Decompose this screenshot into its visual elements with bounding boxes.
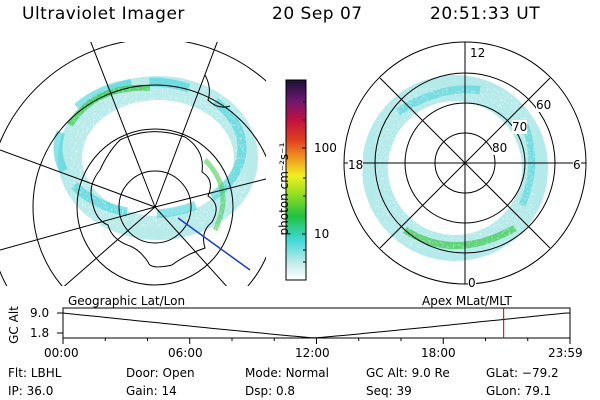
continent-outline — [90, 131, 217, 268]
geographic-caption: Geographic Lat/Lon — [68, 294, 186, 308]
terminator-line — [177, 217, 251, 271]
colorbar-tick-100: 100 — [314, 141, 337, 155]
time-label: 20:51:33 UT — [430, 4, 541, 24]
info-gain: Gain: 14 — [126, 384, 177, 398]
timeline-xtick-1200: 12:00 — [295, 346, 330, 360]
altitude-curve — [62, 312, 571, 339]
colorbar-label: photon cm⁻²s⁻¹ — [277, 142, 291, 236]
colorbar — [285, 79, 307, 281]
geographic-map — [0, 42, 266, 286]
mlat-label-80: 80 — [492, 141, 508, 155]
info-glon: GLon: 79.1 — [486, 384, 552, 398]
mlt-label-12: 12 — [470, 46, 486, 60]
info-gc-alt: GC Alt: 9.0 Re — [366, 366, 450, 380]
info-door: Door: Open — [126, 366, 195, 380]
info-flt: Flt: LBHL — [8, 366, 62, 380]
timeline-xtick-0600: 06:00 — [168, 346, 203, 360]
mlt-lines — [344, 42, 586, 284]
mlt-label-18: 18 — [348, 158, 364, 172]
mlat-label-60: 60 — [536, 98, 552, 112]
timeline-xtick-1800: 18:00 — [421, 346, 456, 360]
date-label: 20 Sep 07 — [272, 4, 363, 24]
timeline-ytick-bottom: 1.8 — [30, 326, 50, 340]
info-glat: GLat: −79.2 — [486, 366, 559, 380]
mlat-label-70: 70 — [512, 120, 528, 134]
info-dsp: Dsp: 0.8 — [245, 384, 296, 398]
timeline-xtick-2359: 23:59 — [548, 346, 583, 360]
info-seq: Seq: 39 — [366, 384, 412, 398]
timeline-frame — [62, 307, 571, 339]
mlt-label-0: 0 — [468, 276, 476, 290]
timeline-ytick-top: 9.0 — [30, 306, 50, 320]
colorbar-scale — [285, 79, 307, 281]
mlt-label-6: 6 — [573, 158, 581, 172]
colorbar-ticks — [302, 101, 306, 263]
timeline-ticks — [62, 338, 571, 344]
meridian-lines — [0, 42, 266, 286]
magnetic-polar-plot — [343, 41, 587, 285]
timeline-panel — [57, 307, 571, 344]
timeline-xtick-0000: 00:00 — [44, 346, 79, 360]
info-ip: IP: 36.0 — [8, 384, 54, 398]
latitude-circles — [0, 42, 266, 286]
south-america-outline — [204, 74, 231, 108]
aurora-oval-left — [53, 76, 258, 240]
apex-caption: Apex MLat/MLT — [422, 294, 512, 308]
info-mode: Mode: Normal — [245, 366, 329, 380]
timeline-ylabel: GC Alt — [7, 306, 21, 344]
colorbar-tick-10: 10 — [314, 227, 330, 241]
instrument-title: Ultraviolet Imager — [22, 4, 185, 24]
